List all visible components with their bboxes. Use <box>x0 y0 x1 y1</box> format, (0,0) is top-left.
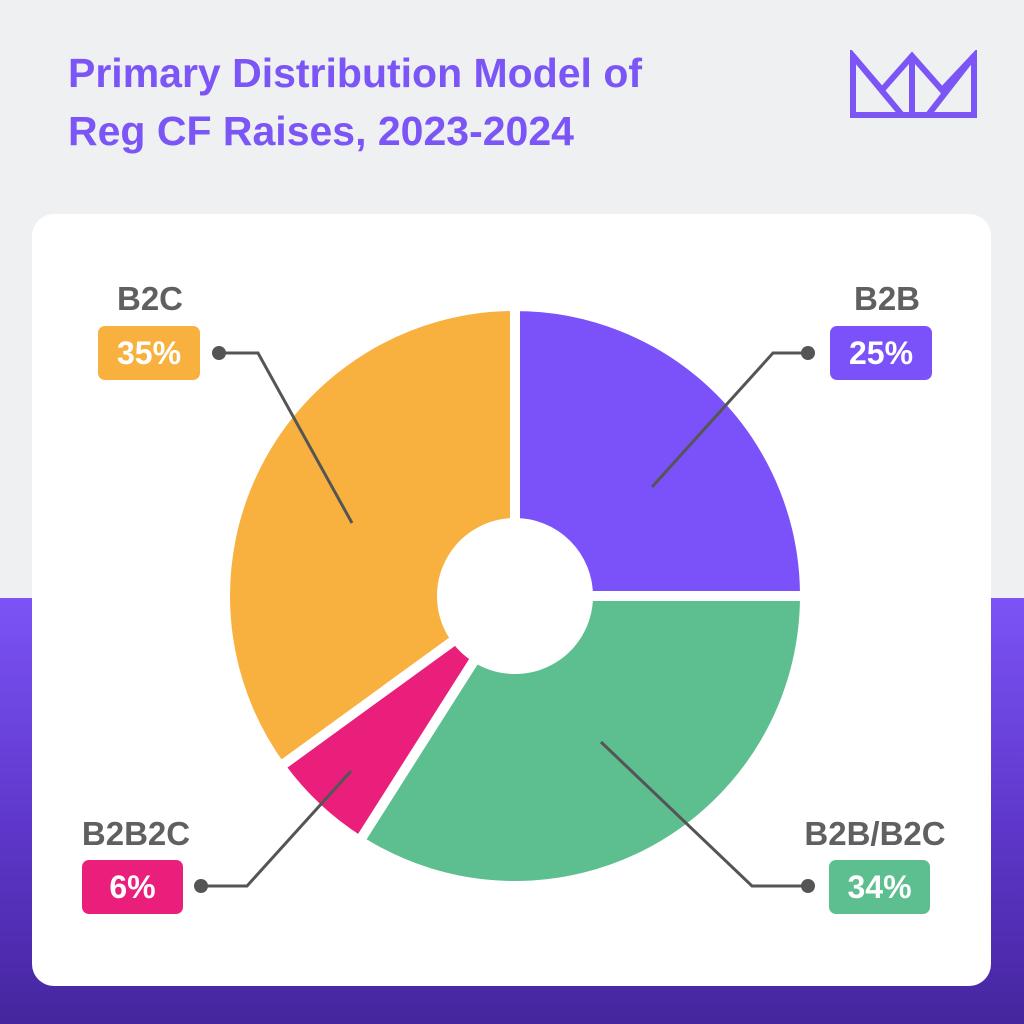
label-b2b2c-value: 6% <box>82 860 183 914</box>
label-b2c-name: B2C <box>116 280 184 317</box>
leader-dot <box>194 879 208 893</box>
chart-title-line-1: Primary Distribution Model of <box>68 50 643 96</box>
label-b2b-b2c-name: B2B/B2C <box>804 815 946 852</box>
slice-b2b <box>510 301 810 601</box>
label-b2b-value: 25% <box>830 326 932 380</box>
leader-line <box>201 769 353 888</box>
label-b2b-name: B2B <box>853 280 921 317</box>
crown-logo-icon <box>850 50 977 118</box>
chart-title-line-2: Reg CF Raises, 2023-2024 <box>68 108 574 154</box>
leader-line <box>650 351 808 489</box>
leader-dot <box>212 346 226 360</box>
label-b2b-b2c-value: 34% <box>829 860 930 914</box>
leader-dot <box>801 346 815 360</box>
label-b2b2c-name: B2B2C <box>81 815 191 852</box>
leader-dot <box>801 879 815 893</box>
label-b2c-value: 35% <box>98 326 200 380</box>
leader-line <box>219 351 354 524</box>
leader-line <box>599 740 808 888</box>
slice-b2c <box>220 301 520 772</box>
chart-title: Primary Distribution Model of Reg CF Rai… <box>68 44 788 160</box>
